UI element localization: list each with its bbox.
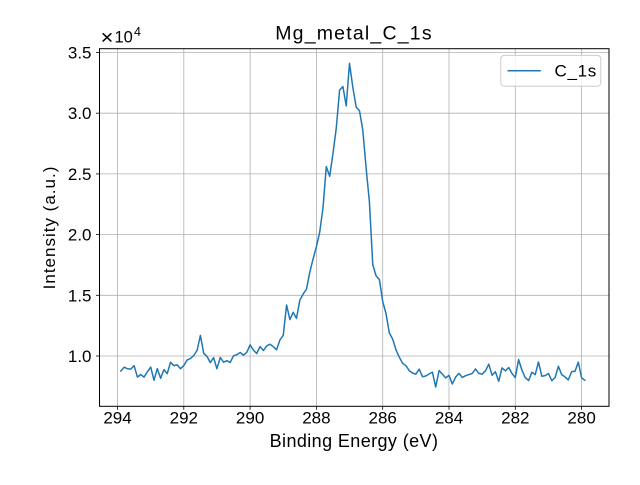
svg-text:10: 10 [115, 29, 133, 47]
svg-text:3.0: 3.0 [68, 104, 92, 123]
svg-text:Mg_metal_C_1s: Mg_metal_C_1s [275, 23, 433, 45]
svg-text:1.0: 1.0 [68, 347, 92, 366]
svg-text:Intensity (a.u.): Intensity (a.u.) [40, 166, 59, 290]
svg-text:3.5: 3.5 [68, 44, 92, 63]
svg-text:286: 286 [369, 409, 397, 428]
svg-text:2.5: 2.5 [68, 165, 92, 184]
svg-text:Binding Energy (eV): Binding Energy (eV) [270, 431, 439, 451]
svg-text:294: 294 [103, 409, 131, 428]
svg-text:C_1s: C_1s [555, 62, 598, 81]
svg-text:280: 280 [567, 409, 595, 428]
svg-text:284: 284 [435, 409, 463, 428]
svg-text:2.0: 2.0 [68, 226, 92, 245]
svg-text:288: 288 [302, 409, 330, 428]
svg-text:290: 290 [236, 409, 264, 428]
svg-text:1.5: 1.5 [68, 286, 92, 305]
svg-text:282: 282 [501, 409, 529, 428]
svg-text:292: 292 [170, 409, 198, 428]
svg-text:4: 4 [134, 25, 141, 39]
